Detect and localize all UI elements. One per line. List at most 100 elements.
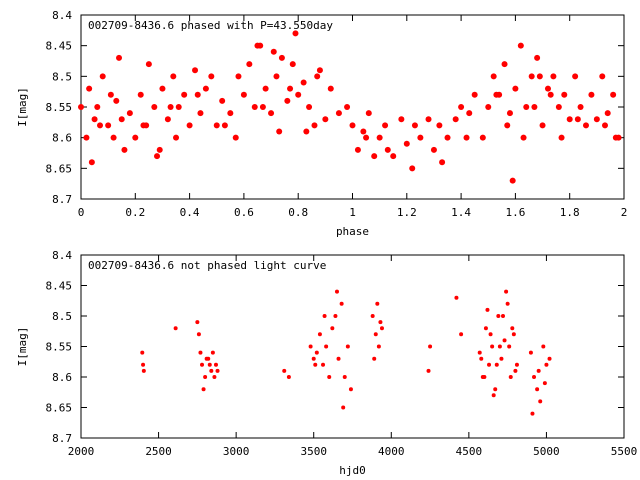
phased-data-point	[582, 122, 589, 129]
unphased-data-point	[532, 375, 537, 379]
unphased-data-point	[286, 375, 291, 379]
phased-data-point	[219, 97, 226, 104]
unphased-data-point	[201, 387, 206, 392]
phased-data-point	[240, 91, 247, 98]
unphased-data-point	[500, 314, 505, 318]
phased-data-point	[601, 122, 608, 129]
phased-ytick-label: 8.4	[52, 9, 72, 22]
phased-data-point	[232, 134, 239, 141]
unphased-data-point	[204, 356, 209, 361]
phased-data-point	[246, 61, 253, 68]
unphased-data-point	[345, 344, 350, 349]
phased-data-point	[471, 91, 478, 98]
phased-data-point	[118, 116, 125, 123]
unphased-data-point	[482, 375, 487, 379]
phased-data-point	[360, 128, 367, 135]
phased-data-point	[610, 91, 617, 98]
unphased-data-point	[321, 362, 326, 367]
phased-data-point	[181, 91, 188, 98]
phased-data-point	[425, 116, 432, 123]
unphased-xtick-label: 2000	[68, 445, 95, 458]
phased-ytick-label: 8.5	[52, 70, 72, 83]
unphased-data-point	[514, 362, 519, 367]
phased-data-point	[273, 73, 280, 80]
unphased-data-point	[372, 356, 377, 361]
phased-data-point	[544, 85, 551, 92]
unphased-data-point	[508, 375, 513, 379]
unphased-data-point	[334, 289, 339, 294]
unphased-data-point	[313, 362, 318, 367]
phased-data-point	[88, 159, 95, 166]
unphased-data-point	[505, 301, 510, 306]
phased-data-point	[259, 104, 266, 110]
unphased-data-point	[491, 393, 496, 398]
phased-data-point	[417, 134, 424, 141]
unphased-data-point	[510, 326, 515, 331]
phased-xtick-label: 0	[78, 206, 85, 219]
unphased-data-point	[488, 332, 493, 337]
unphased-data-point	[535, 387, 540, 392]
phased-data-point	[113, 97, 120, 104]
phased-data-point	[335, 110, 342, 117]
phased-data-point	[311, 122, 318, 129]
unphased-data-point	[370, 314, 375, 318]
phased-data-point	[409, 165, 416, 172]
phased-data-point	[558, 134, 565, 141]
phased-data-point	[126, 110, 133, 117]
unphased-ytick-label: 8.6	[52, 371, 72, 384]
phased-data-point	[270, 48, 277, 55]
phased-data-point	[121, 146, 128, 153]
unphased-data-point	[485, 307, 490, 312]
phased-data-point	[254, 42, 261, 49]
phased-data-point	[599, 73, 606, 80]
unphased-data-point	[210, 350, 215, 355]
phased-ytick-label: 8.45	[46, 40, 73, 53]
unphased-data-point	[317, 332, 322, 337]
unphased-data-point	[544, 362, 549, 367]
unphased-data-point	[541, 344, 546, 349]
phased-data-point	[577, 104, 584, 110]
phased-ytick-label: 8.65	[46, 162, 73, 175]
phased-data-point	[561, 91, 568, 98]
phased-data-point	[186, 122, 193, 129]
phased-data-point	[262, 85, 269, 92]
phased-data-point	[555, 104, 562, 110]
unphased-ytick-label: 8.55	[46, 341, 73, 354]
phased-data-point	[517, 42, 524, 49]
phased-data-point	[566, 116, 573, 123]
phased-data-point	[411, 122, 418, 129]
phased-data-point	[436, 122, 443, 129]
phased-data-point	[547, 91, 554, 98]
unphased-data-point	[483, 326, 488, 331]
phased-data-point	[344, 104, 351, 110]
phased-data-point	[403, 140, 410, 147]
phased-data-point	[376, 134, 383, 141]
phased-data-point	[235, 73, 242, 80]
phased-data-point	[536, 73, 543, 80]
phased-data-point	[501, 61, 508, 68]
phased-data-point	[509, 177, 516, 184]
phased-data-point	[612, 134, 619, 141]
unphased-data-point	[308, 344, 313, 349]
phased-xtick-label: 1.4	[451, 206, 471, 219]
phased-data-point	[316, 67, 323, 74]
unphased-data-point	[173, 326, 178, 331]
unphased-data-point	[513, 368, 518, 373]
unphased-data-point	[140, 350, 145, 355]
phased-data-point	[300, 79, 307, 86]
phased-data-point	[140, 122, 147, 129]
unphased-data-point	[339, 301, 344, 306]
phased-data-point	[574, 116, 581, 123]
phased-data-point	[430, 146, 437, 153]
unphased-data-point	[213, 362, 218, 367]
unphased-data-point	[459, 332, 464, 337]
phased-data-point	[154, 153, 161, 160]
unphased-xtick-label: 4000	[378, 445, 405, 458]
phased-data-point	[398, 116, 405, 123]
phased-data-point	[251, 104, 258, 110]
phased-data-point	[512, 85, 519, 92]
phased-data-point	[303, 128, 310, 135]
phased-data-point	[97, 122, 104, 129]
phased-x-axis-label: phase	[336, 225, 369, 238]
